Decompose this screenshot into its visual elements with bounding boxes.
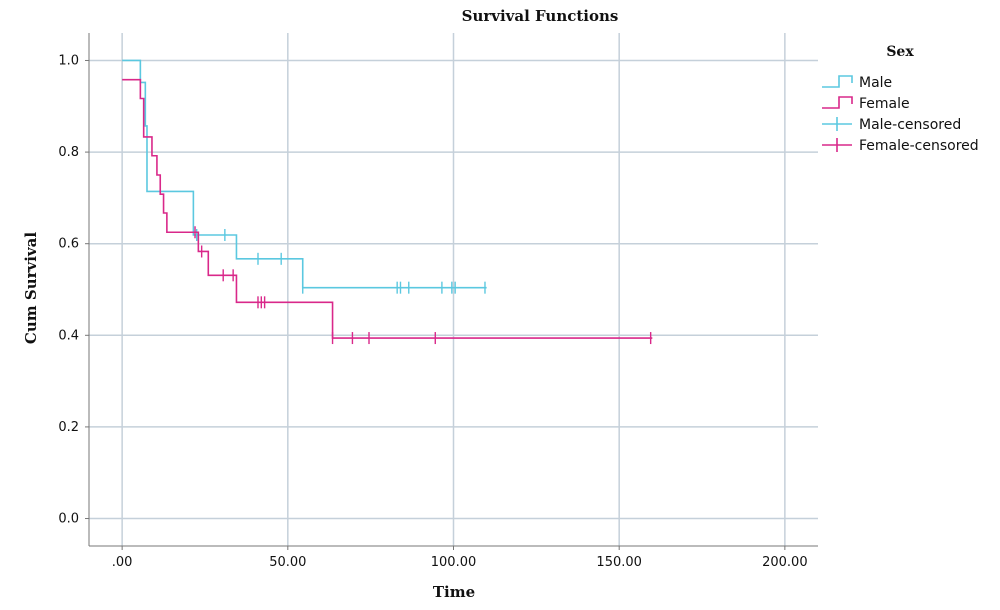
legend-label-male-censored: Male-censored <box>859 117 961 133</box>
legend-swatch-female <box>822 96 853 109</box>
chart-title: Survival Functions <box>462 7 619 25</box>
legend-label-female: Female <box>859 96 910 112</box>
y-tick-label: 0.0 <box>58 512 79 527</box>
y-axis-title: Cum Survival <box>22 232 40 344</box>
y-tick-label: 0.4 <box>58 328 79 343</box>
legend-swatch-male <box>822 75 853 88</box>
plot-area <box>122 59 653 345</box>
axes: .00 50.00 100.00 150.00 200.00 0.0 0.2 0.4 0.6 0.… <box>58 33 818 570</box>
y-tick-label: 0.2 <box>58 420 79 435</box>
x-tick-label: 50.00 <box>269 555 306 570</box>
x-tick-label: 200.00 <box>762 555 808 570</box>
y-tick-label: 1.0 <box>58 53 79 68</box>
x-tick-label: .00 <box>112 555 133 570</box>
legend-label-male: Male <box>859 75 892 91</box>
legend-title: Sex <box>886 44 914 60</box>
female-survival-line <box>122 78 653 339</box>
male-survival-line <box>122 59 487 289</box>
legend-label-female-censored: Female-censored <box>859 138 979 154</box>
legend: Sex Male Female Male-censored Female-censor… <box>822 44 979 154</box>
x-axis-title: Time <box>433 583 475 601</box>
x-tick-label: 150.00 <box>596 555 642 570</box>
y-tick-label: 0.8 <box>58 145 79 160</box>
grid <box>89 33 818 546</box>
y-tick-label: 0.6 <box>58 237 79 252</box>
x-tick-label: 100.00 <box>431 555 477 570</box>
